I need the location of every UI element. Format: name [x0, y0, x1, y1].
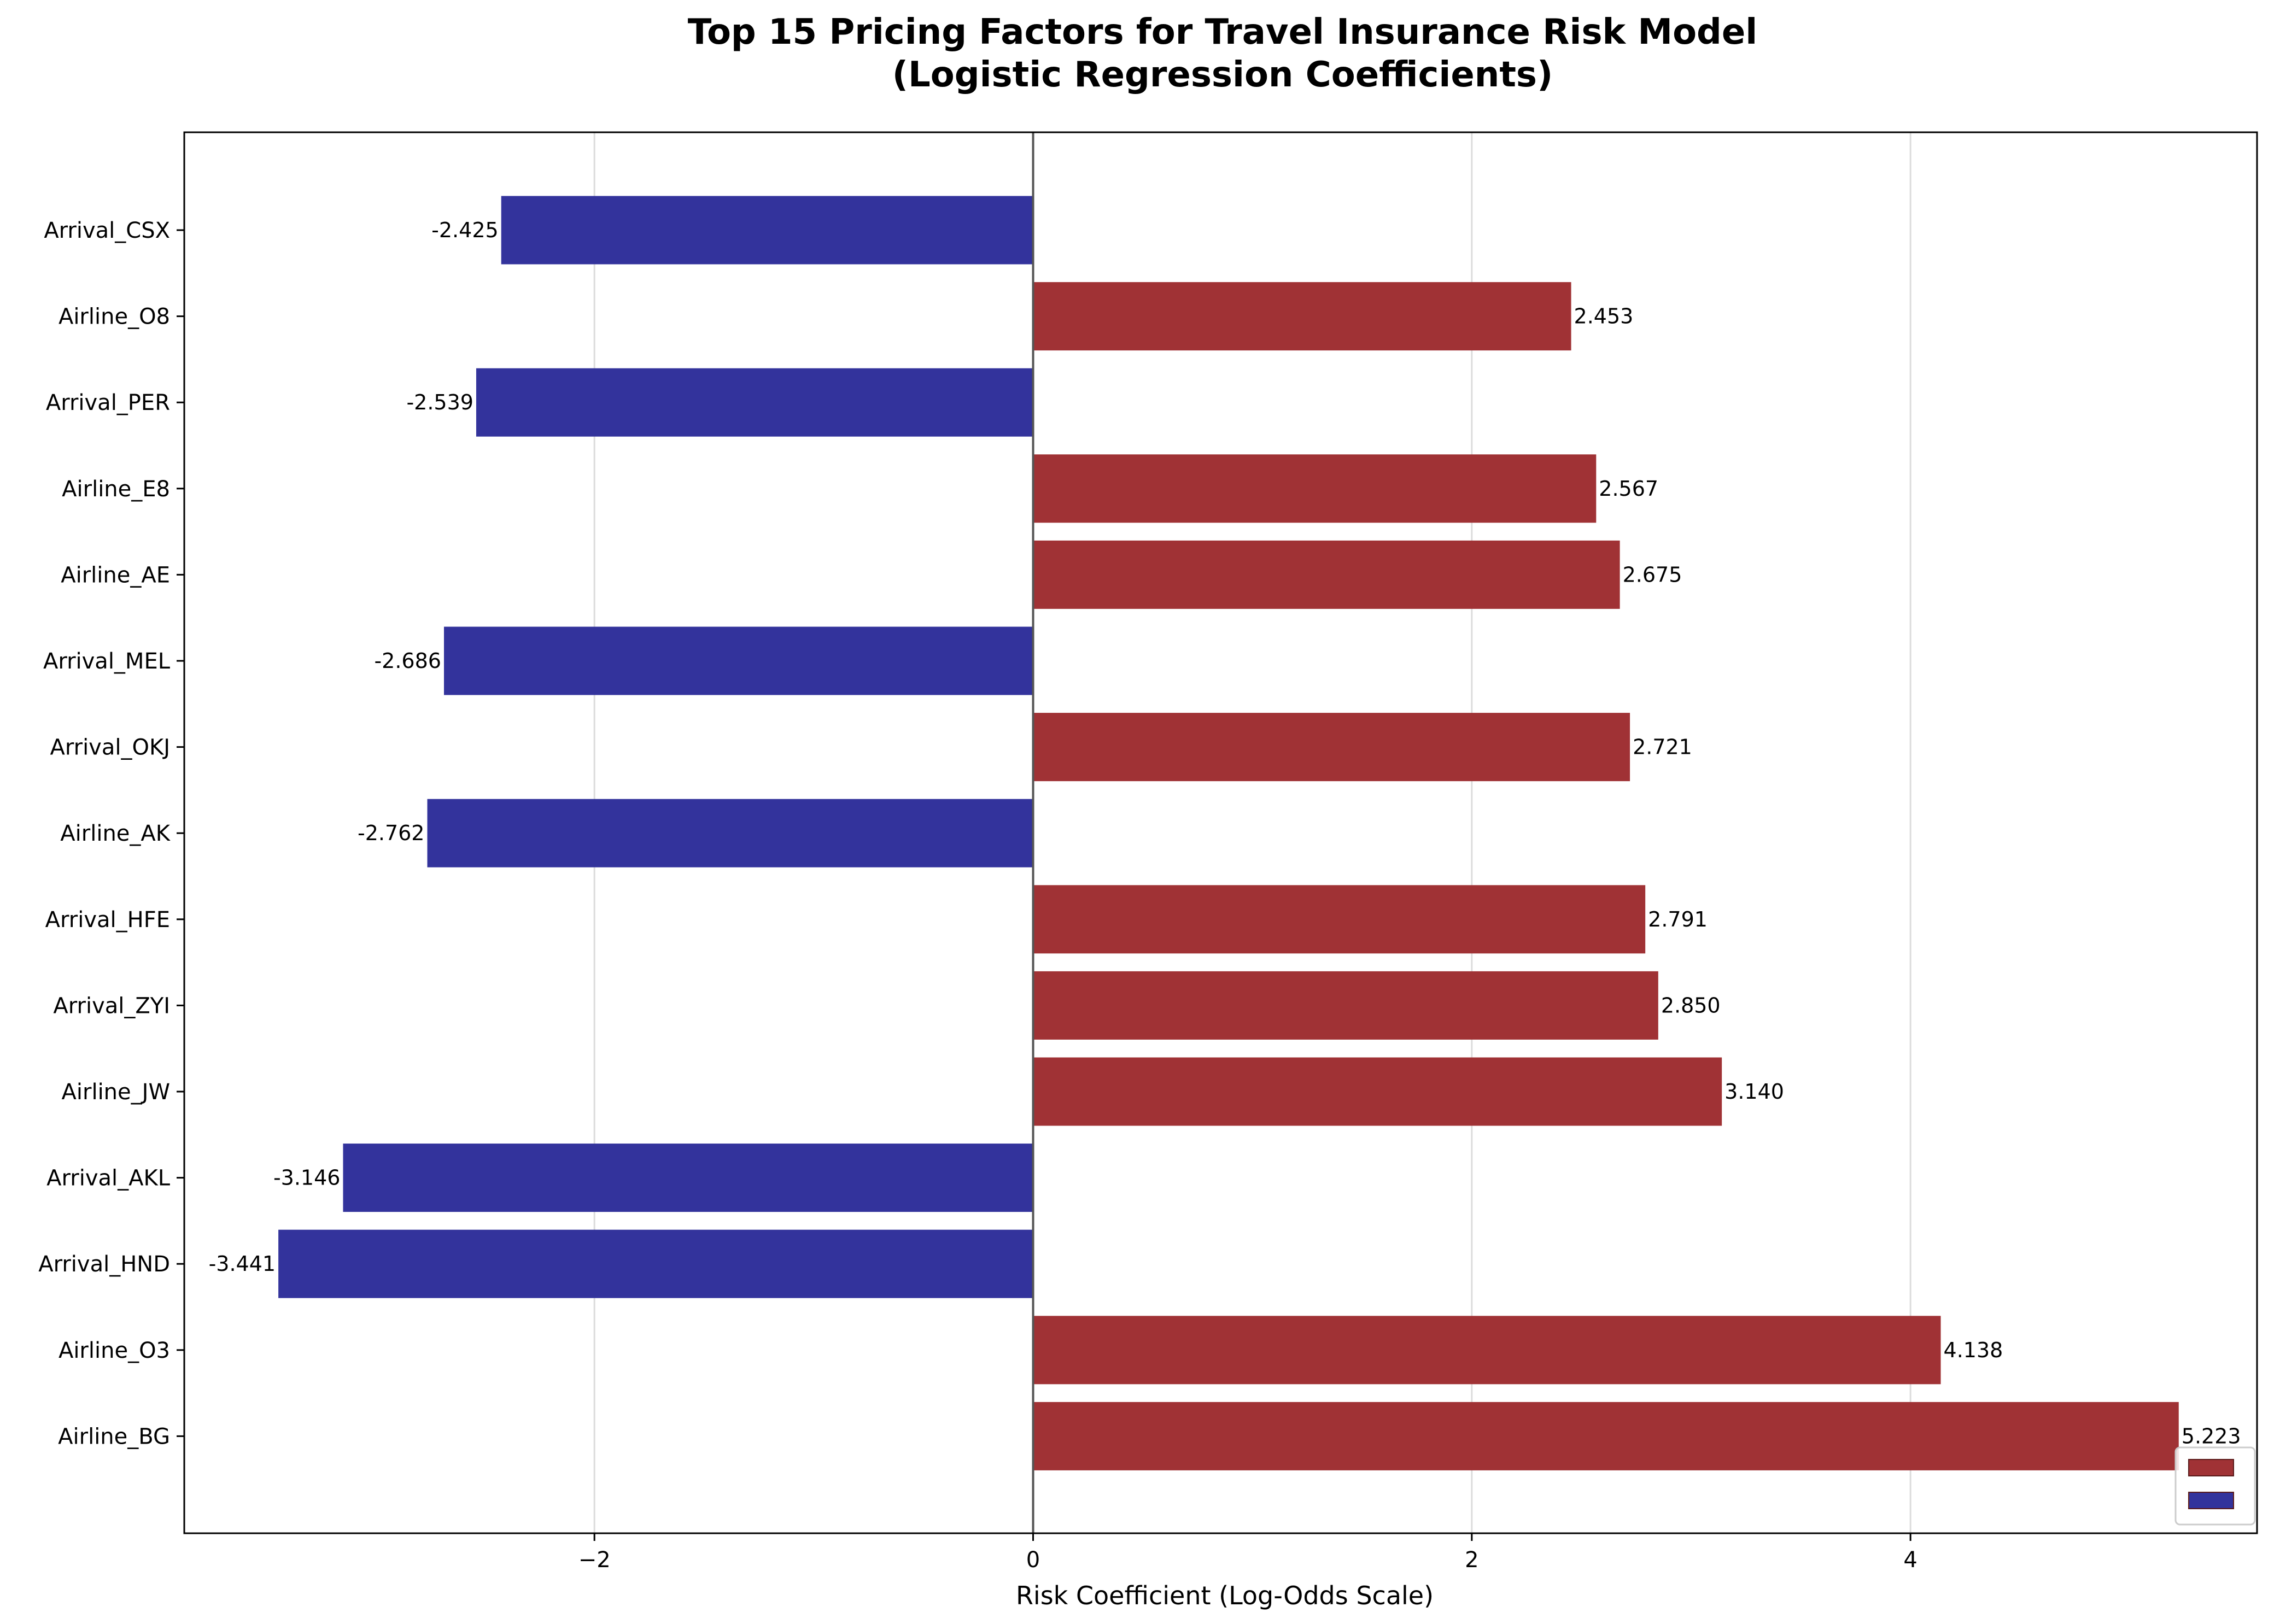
data-label: 2.567: [1599, 477, 1658, 501]
data-label: -3.146: [273, 1166, 341, 1190]
bar: [427, 799, 1033, 867]
x-tick-label: −2: [578, 1547, 611, 1573]
bar: [501, 196, 1033, 265]
x-tick-label: 0: [1026, 1547, 1040, 1573]
bar: [1033, 885, 1646, 954]
y-tick-label: Airline_E8: [62, 477, 170, 502]
x-axis-label: Risk Coefficient (Log-Odds Scale): [1016, 1581, 1434, 1610]
data-label: -2.686: [374, 649, 441, 673]
data-label: 2.850: [1661, 993, 1721, 1017]
data-label: -2.762: [358, 821, 425, 845]
bar: [1033, 1057, 1722, 1126]
data-label: 2.721: [1633, 735, 1692, 759]
x-tick-label: 2: [1465, 1547, 1478, 1573]
y-tick-label: Airline_AE: [61, 562, 170, 588]
x-tick-label: 4: [1903, 1547, 1917, 1573]
y-tick-label: Airline_O8: [59, 304, 170, 330]
bar: [476, 368, 1033, 437]
chart-title-line-2: (Logistic Regression Coefficients): [892, 55, 1553, 95]
data-label: 5.223: [2182, 1424, 2241, 1448]
data-label: 2.675: [1623, 562, 1682, 587]
data-labels: -2.425 2.453 -2.539 2.567 2.675 -2.686 2.721 -2…: [209, 218, 2241, 1448]
y-tick-label: Arrival_HND: [38, 1252, 170, 1277]
data-label: 2.791: [1648, 907, 1708, 931]
data-label: -2.539: [406, 390, 473, 414]
y-tick-label: Arrival_ZYI: [53, 993, 170, 1018]
data-label: 3.140: [1724, 1080, 1784, 1104]
y-tick-label: Arrival_HFE: [45, 907, 170, 933]
data-label: -3.441: [209, 1252, 276, 1276]
y-axis: Arrival_CSX Airline_O8 Arrival_PER Airline_…: [38, 218, 184, 1449]
data-label: -2.425: [431, 218, 499, 242]
y-tick-label: Airline_AK: [60, 821, 171, 846]
bars: [278, 196, 2179, 1470]
y-tick-label: Airline_JW: [62, 1080, 170, 1105]
y-tick-label: Arrival_AKL: [46, 1166, 171, 1191]
data-label: 2.453: [1574, 304, 1634, 329]
y-tick-label: Arrival_CSX: [44, 218, 170, 243]
y-tick-label: Arrival_OKJ: [50, 735, 170, 760]
bar: [1033, 713, 1630, 782]
legend-swatch: [2188, 1459, 2234, 1476]
legend: [2174, 1446, 2256, 1526]
bar: [1033, 1402, 2179, 1470]
bar: [1033, 454, 1597, 523]
bar: [443, 626, 1033, 695]
y-tick-label: Airline_O3: [59, 1338, 170, 1363]
bar: [1033, 1316, 1941, 1385]
y-tick-label: Airline_BG: [58, 1424, 170, 1449]
bar: [343, 1144, 1033, 1212]
bar: [278, 1229, 1033, 1298]
legend-swatch: [2188, 1492, 2234, 1509]
bar: [1033, 282, 1571, 351]
chart-title-line-1: Top 15 Pricing Factors for Travel Insura…: [688, 12, 1757, 52]
bar: [1033, 540, 1620, 609]
bar: [1033, 971, 1658, 1040]
y-tick-label: Arrival_PER: [46, 390, 170, 415]
x-axis: −2 0 2 4: [578, 1533, 1917, 1573]
data-label: 4.138: [1944, 1338, 2003, 1362]
y-tick-label: Arrival_MEL: [43, 649, 171, 674]
